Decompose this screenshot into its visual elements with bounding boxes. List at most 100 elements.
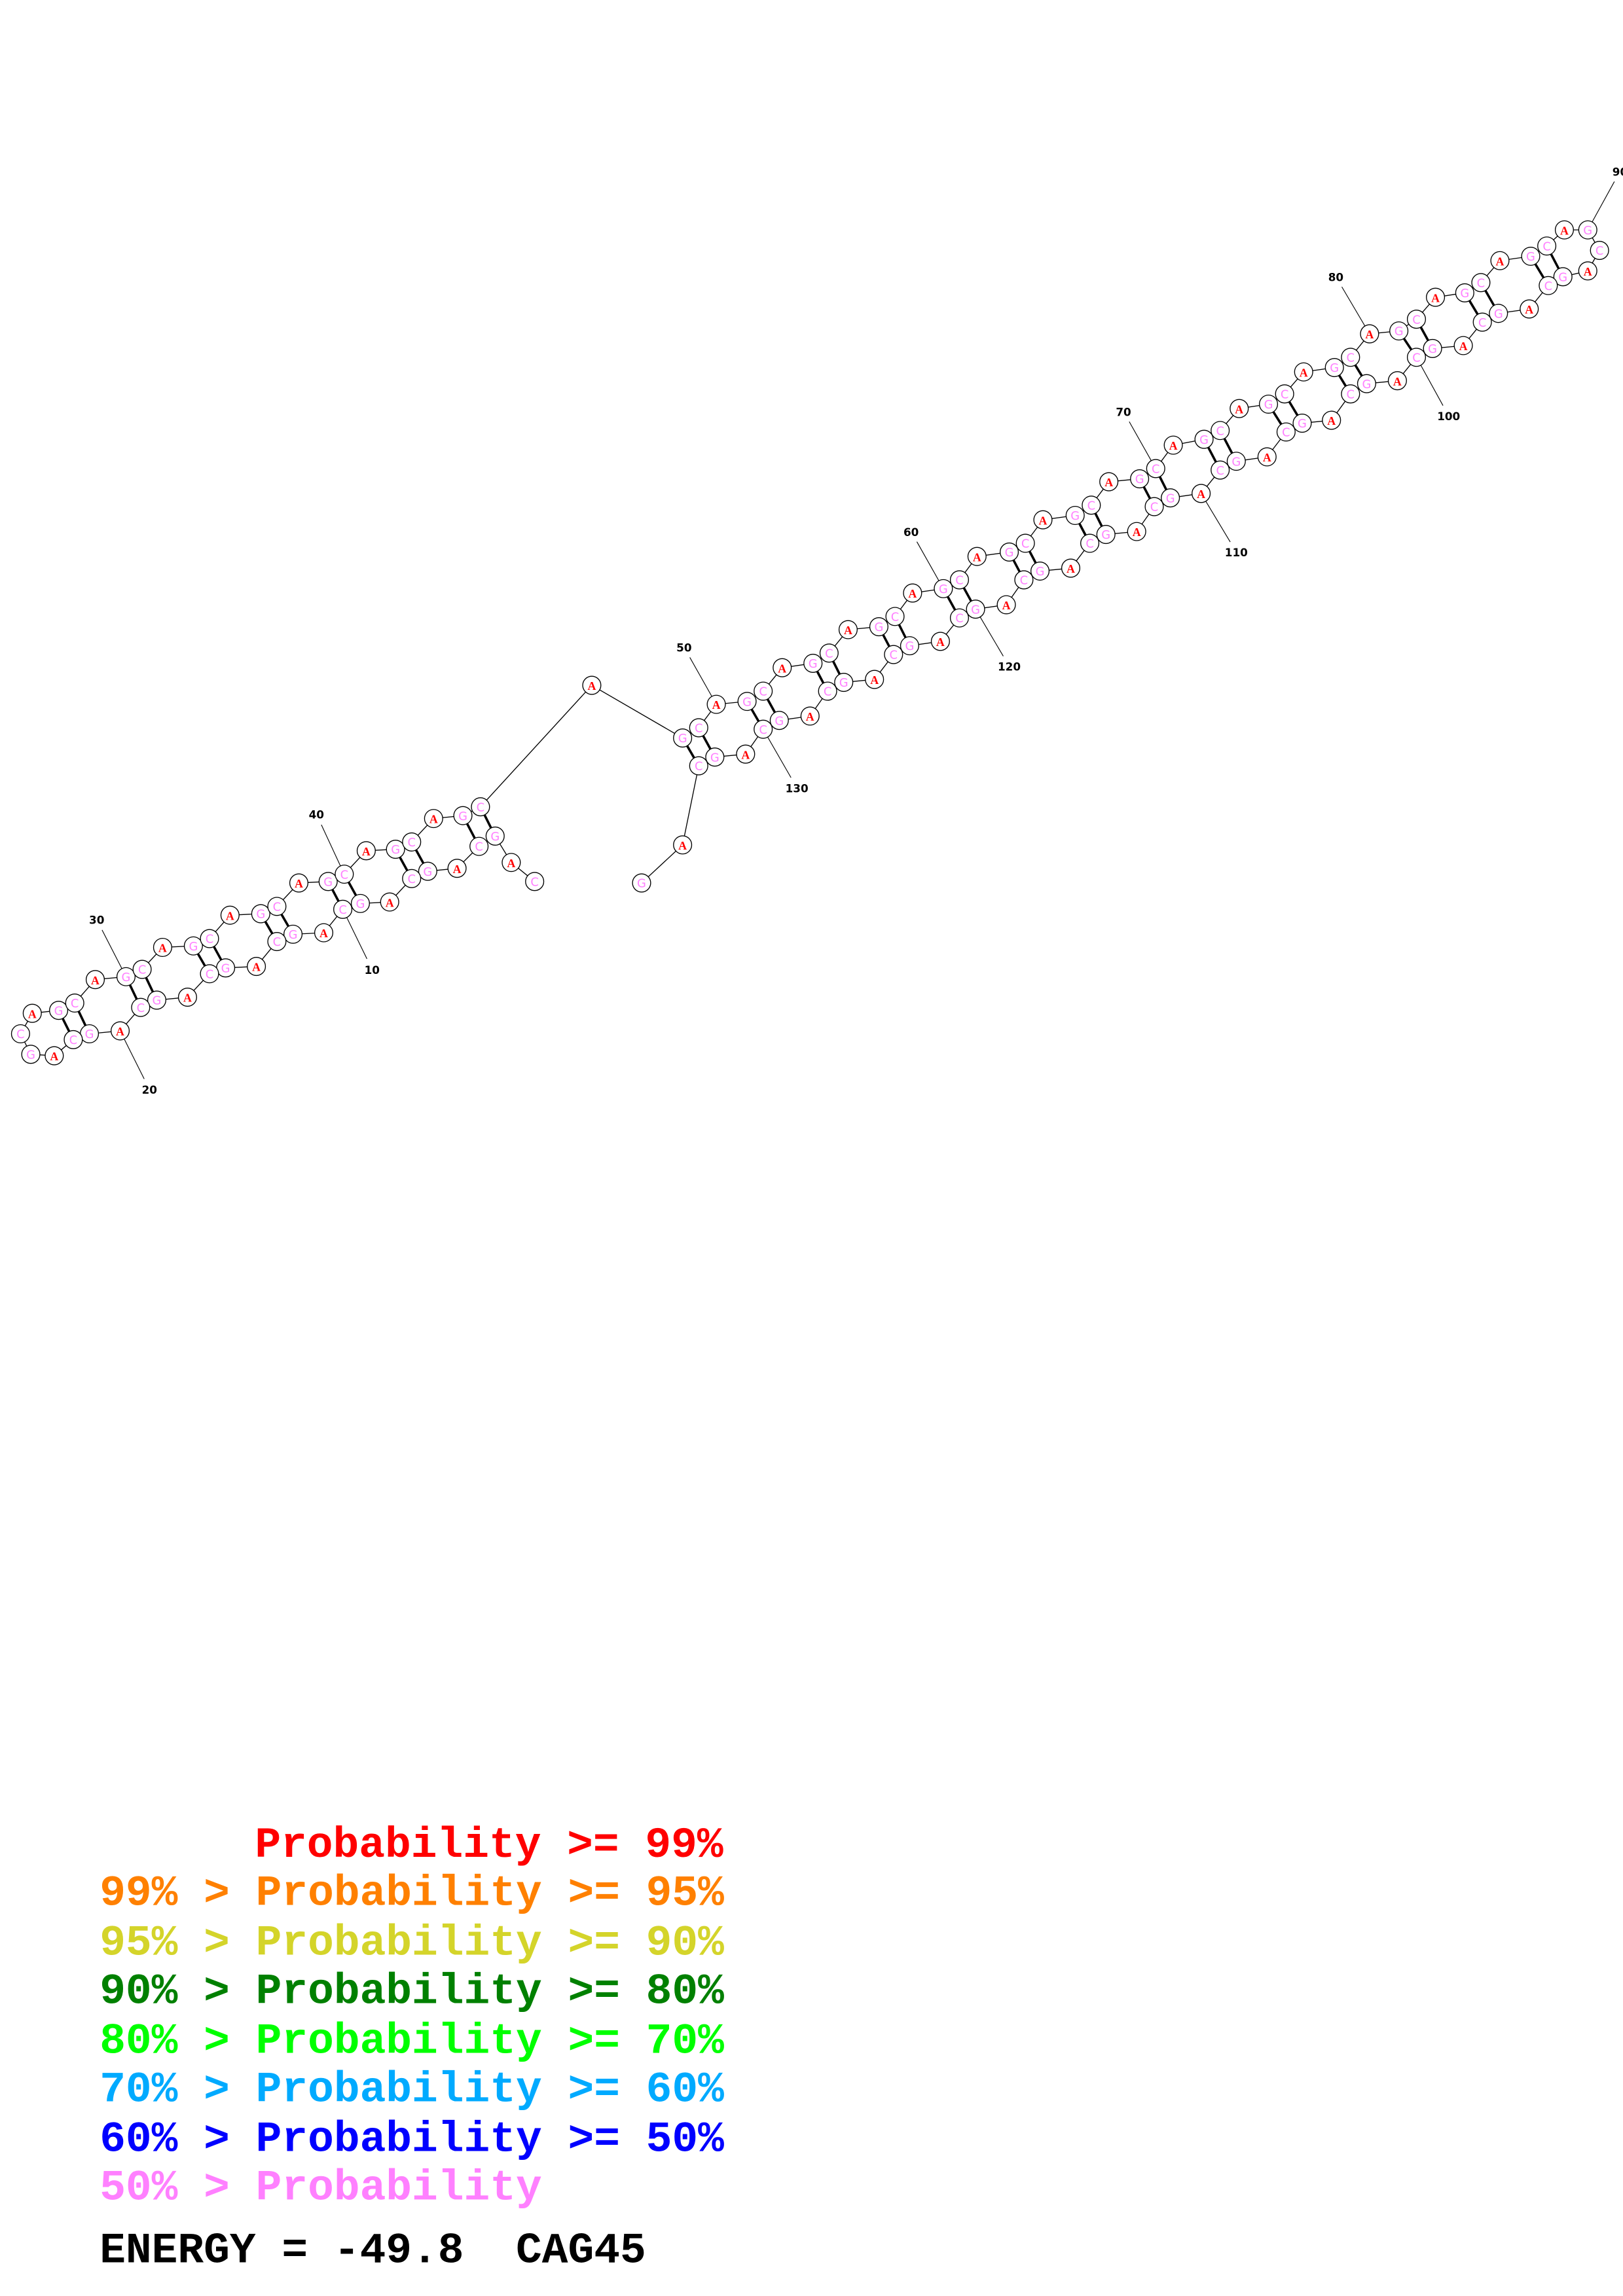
nucleotide-78: G — [1324, 358, 1344, 378]
nucleotide-34: C — [200, 929, 219, 948]
nucleotide-circle — [402, 832, 422, 852]
nucleotide-letter: C — [1150, 501, 1158, 514]
nucleotide-circle — [350, 893, 370, 913]
nucleotide-circle — [869, 617, 888, 637]
nucleotide-circle — [1553, 267, 1573, 287]
nucleotide-60: G — [934, 579, 953, 598]
nucleotide-circle — [21, 1045, 41, 1064]
nucleotide-19: C — [131, 997, 151, 1017]
nucleotide-letter: G — [1264, 398, 1273, 412]
nucleotide-letter: G — [971, 603, 980, 617]
nucleotide-circle — [838, 620, 858, 639]
position-label-20: 20 — [142, 1083, 157, 1096]
nucleotide-111: G — [1161, 488, 1180, 508]
nucleotide-circle — [706, 694, 726, 714]
nucleotide-23: A — [45, 1046, 64, 1066]
nucleotide-circle — [1387, 371, 1407, 391]
nucleotide-letter: A — [1133, 526, 1141, 539]
nucleotide-3: G — [485, 826, 505, 846]
nucleotide-letter: C — [1020, 574, 1028, 588]
nucleotide-circle — [1590, 241, 1609, 260]
nucleotide-letter: C — [1085, 537, 1093, 551]
nucleotide-51: G — [737, 692, 757, 711]
nucleotide-circle — [1257, 447, 1277, 467]
nucleotide-69: G — [1130, 469, 1150, 489]
nucleotide-37: C — [267, 897, 287, 916]
nucleotide-circle — [22, 1003, 42, 1023]
nucleotide-letter: G — [391, 843, 400, 857]
nucleotide-letter: A — [1525, 303, 1533, 316]
nucleotide-94: C — [1539, 276, 1558, 295]
nucleotide-circle — [1520, 299, 1539, 319]
nucleotide-circle — [949, 608, 970, 628]
nucleotide-circle — [1096, 525, 1116, 545]
legend-row: 90% > Probability >= 80% — [100, 1967, 724, 2017]
nucleotide-letter: G — [1362, 378, 1371, 391]
nucleotide-letter: C — [475, 840, 483, 854]
nucleotide-41: A — [356, 841, 376, 861]
nucleotide-letter: A — [28, 1007, 37, 1020]
nucleotide-87: G — [1521, 246, 1541, 266]
nucleotide-5: A — [447, 859, 467, 878]
nucleotide-letter: A — [936, 636, 945, 649]
nucleotide-letter: C — [1087, 499, 1095, 512]
nucleotide-109: C — [1211, 460, 1230, 480]
nucleotide-82: C — [1406, 310, 1427, 329]
nucleotide-131: A — [736, 744, 756, 764]
nucleotide-44: A — [424, 809, 443, 829]
nucleotide-circle — [267, 897, 287, 916]
nucleotide-circle — [1341, 348, 1360, 367]
nucleotide-circle — [116, 967, 136, 986]
nucleotide-letter: C — [1216, 464, 1224, 478]
nucleotide-circle — [996, 595, 1016, 615]
nucleotide-letter: C — [338, 903, 346, 917]
nucleotide-106: C — [1276, 422, 1296, 442]
nucleotide-letter: A — [587, 679, 596, 692]
nucleotide-circle — [1276, 422, 1296, 442]
nucleotide-circle — [267, 932, 287, 952]
nucleotide-letter: A — [1104, 476, 1113, 489]
nucleotide-17: A — [177, 988, 197, 1007]
nucleotide-letter: G — [1070, 509, 1080, 523]
nucleotide-8: A — [380, 892, 399, 912]
nucleotide-circle — [220, 905, 240, 925]
nucleotide-125: A — [865, 670, 884, 689]
nucleotide-circle — [85, 970, 105, 990]
nucleotide-letter: C — [206, 933, 213, 946]
nucleotide-circle — [1015, 533, 1035, 553]
nucleotide-circle — [1161, 488, 1180, 508]
nucleotide-letter: C — [69, 1033, 77, 1047]
nucleotide-letter: G — [289, 928, 298, 942]
nucleotide-letter: A — [1560, 224, 1569, 237]
nucleotide-130: C — [754, 719, 773, 739]
nucleotide-72: G — [1194, 429, 1214, 449]
nucleotide-letter: C — [71, 997, 79, 1011]
nucleotide-circle — [673, 728, 693, 748]
nucleotide-letter: A — [319, 927, 328, 940]
nucleotide-letter: G — [678, 732, 687, 745]
nucleotide-letter: C — [759, 723, 767, 737]
nucleotide-letter: C — [1596, 244, 1603, 258]
nucleotide-circle — [356, 841, 376, 861]
nucleotide-22: C — [64, 1030, 83, 1049]
nucleotide-letter: A — [116, 1025, 124, 1038]
nucleotide-circle — [1578, 220, 1597, 240]
nucleotide-circle — [1033, 510, 1053, 529]
nucleotide-33: G — [183, 936, 203, 956]
nucleotide-letter: A — [1169, 439, 1178, 452]
nucleotide-134: A — [673, 835, 693, 855]
nucleotide-36: G — [251, 904, 270, 924]
nucleotide-circle — [1275, 384, 1294, 404]
position-label-40: 40 — [309, 808, 324, 821]
nucleotide-letter: G — [1583, 224, 1592, 238]
nucleotide-29: A — [85, 970, 105, 990]
nucleotide-letter: A — [183, 992, 192, 1005]
nucleotide-circle — [1406, 310, 1427, 329]
nucleotide-26: A — [22, 1003, 42, 1023]
nucleotide-circle — [333, 899, 353, 919]
nucleotide-65: A — [1033, 510, 1053, 529]
nucleotide-58: C — [885, 607, 905, 626]
nucleotide-circle — [177, 988, 197, 1007]
nucleotide-circle — [934, 579, 953, 598]
nucleotide-54: G — [803, 653, 823, 673]
